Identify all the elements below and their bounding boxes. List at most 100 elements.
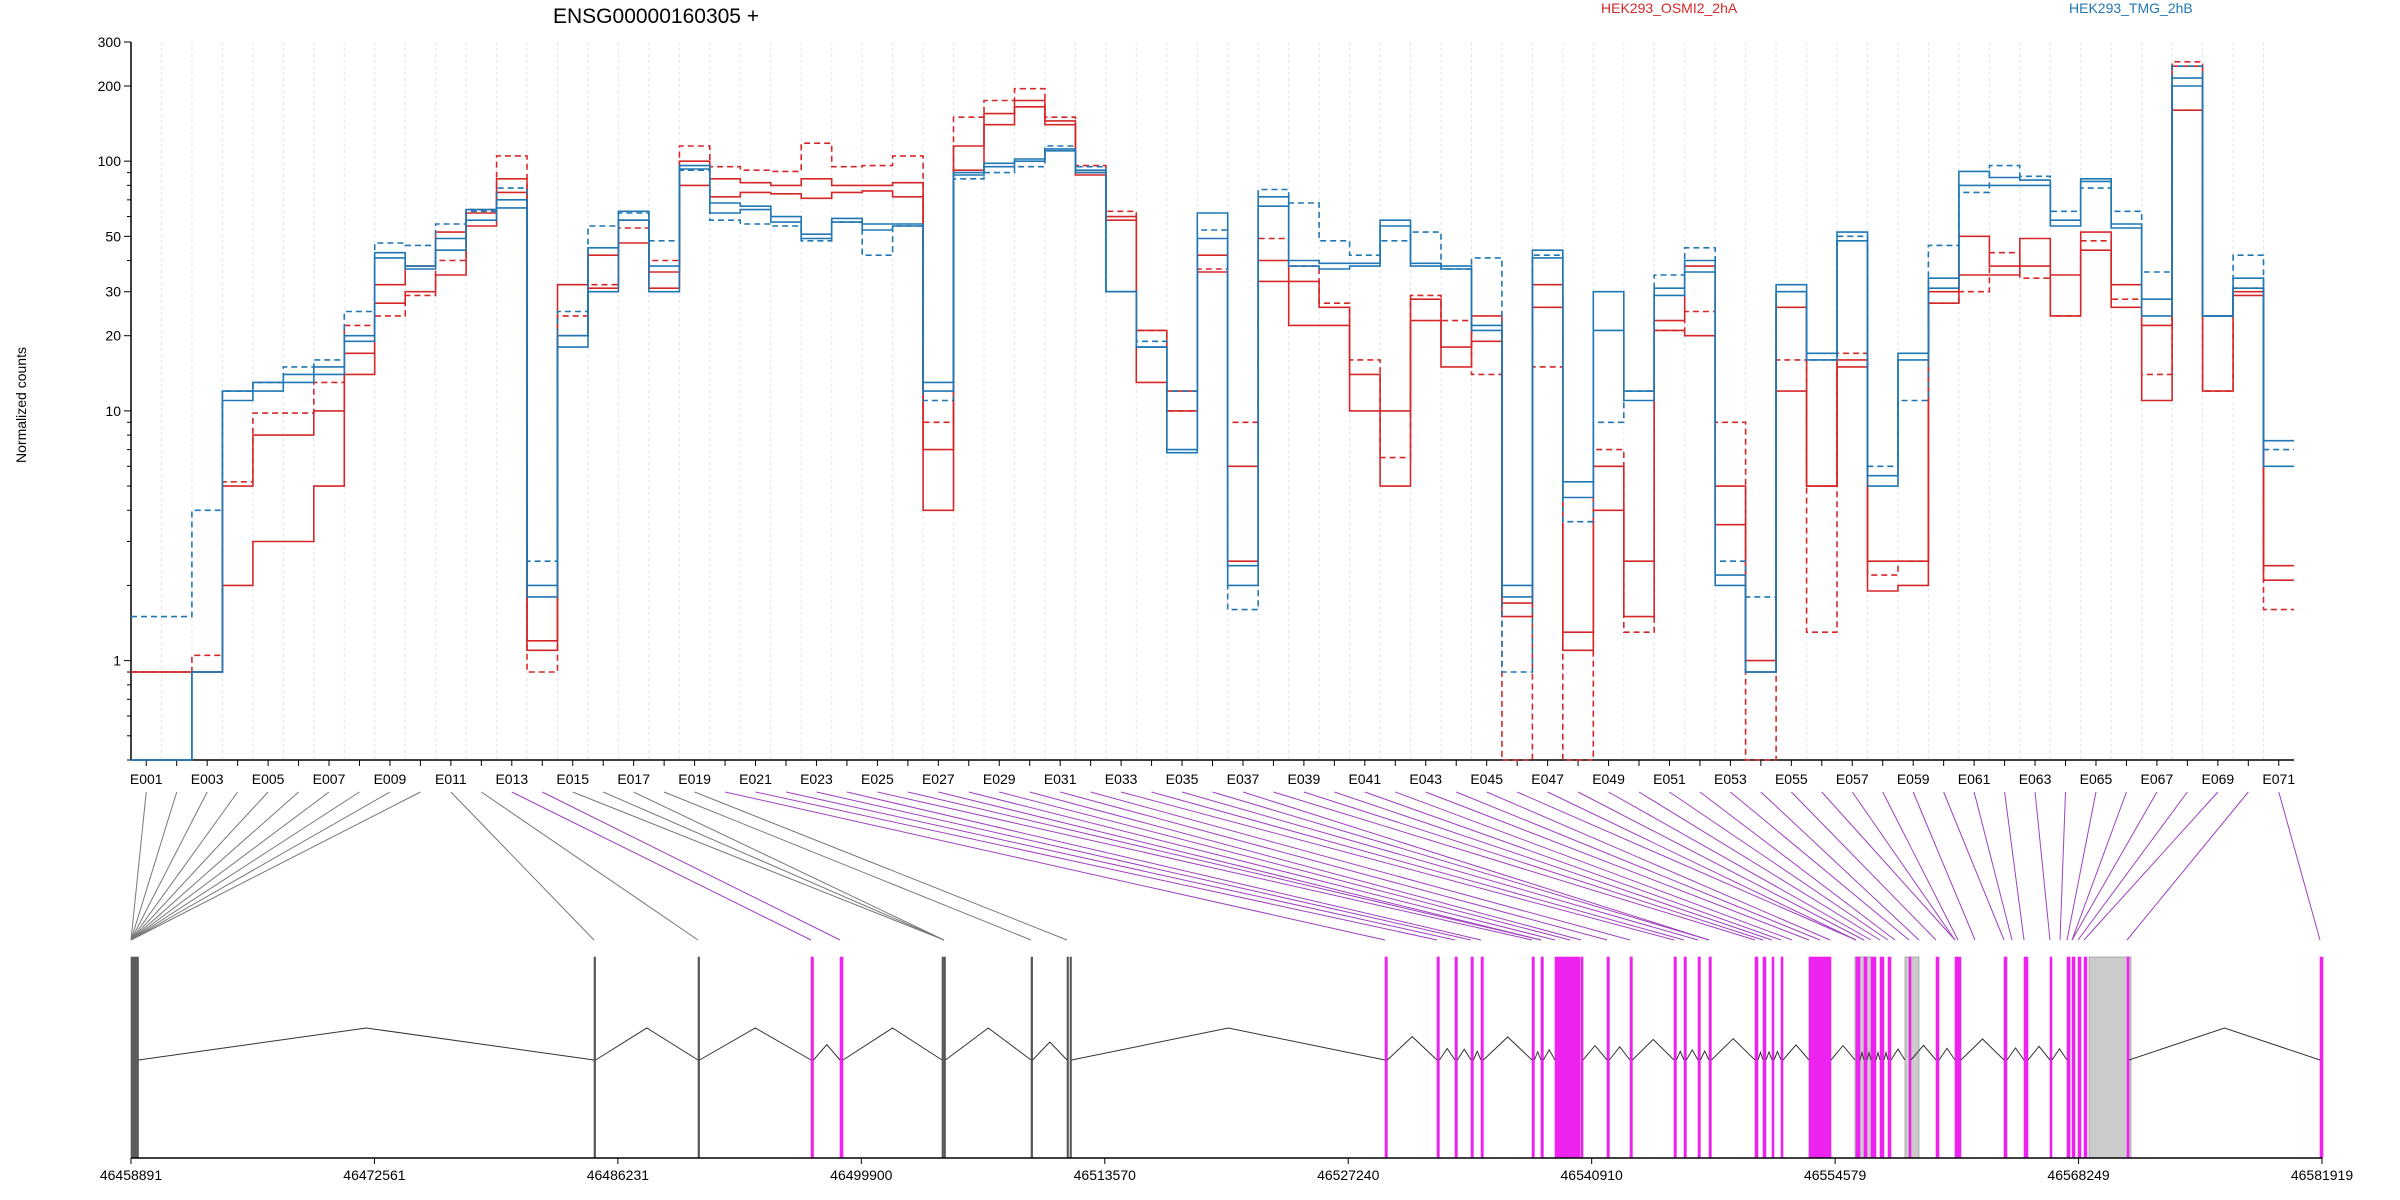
x-tick-label: E005 xyxy=(252,771,285,787)
x-tick-label: E045 xyxy=(1470,771,1503,787)
exon-block xyxy=(1957,956,1962,1159)
exon-connector xyxy=(130,791,147,941)
x-tick-label: E017 xyxy=(617,771,650,787)
exon-block xyxy=(593,956,596,1159)
y-tick-label: 50 xyxy=(105,228,121,244)
exon-block xyxy=(1030,956,1033,1159)
exon-connector xyxy=(1608,791,1872,941)
x-tick-label: E047 xyxy=(1531,771,1564,787)
exon-connector xyxy=(130,791,299,941)
x-tick-label: E069 xyxy=(2201,771,2234,787)
x-tick-label: E055 xyxy=(1775,771,1808,787)
genomic-tick-label: 46458891 xyxy=(100,1167,163,1183)
genomic-tick-label: 46499900 xyxy=(830,1167,893,1183)
genomic-tick-label: 46472561 xyxy=(343,1167,406,1183)
exon-block xyxy=(1908,956,1912,1159)
series-line xyxy=(131,85,2294,761)
series-line xyxy=(131,61,2294,761)
exon-connector xyxy=(633,791,945,941)
exon-connector xyxy=(572,791,945,941)
exon-connector xyxy=(1851,791,1956,941)
exon-connector xyxy=(1273,791,1756,941)
exon-connector xyxy=(542,791,841,941)
exon-block xyxy=(1580,956,1584,1159)
x-tick-label: E043 xyxy=(1409,771,1442,787)
exon-block xyxy=(2083,956,2088,1159)
x-tick-label: E027 xyxy=(922,771,955,787)
x-tick-label: E063 xyxy=(2019,771,2052,787)
genomic-tick-label: 46527240 xyxy=(1317,1167,1380,1183)
exon-connector xyxy=(2083,791,2219,941)
exon-block xyxy=(1863,956,1868,1159)
exon-connector xyxy=(1120,791,1675,941)
exon-connector xyxy=(1486,791,1831,941)
exon-connector xyxy=(2066,791,2097,941)
x-tick-label: E009 xyxy=(374,771,407,787)
x-tick-label: E007 xyxy=(313,771,346,787)
x-tick-label: E059 xyxy=(1897,771,1930,787)
exon-connector xyxy=(2071,791,2158,941)
exon-connector xyxy=(130,791,269,941)
exon-connector xyxy=(130,791,208,941)
exon-connector xyxy=(1912,791,1976,941)
x-tick-label: E039 xyxy=(1288,771,1321,787)
exon-connector xyxy=(1973,791,2013,941)
exon-block xyxy=(810,956,814,1159)
exon-connector xyxy=(1242,791,1710,941)
exon-block xyxy=(1935,956,1940,1159)
intron-lines xyxy=(138,1027,2321,1061)
genomic-tick-label: 46486231 xyxy=(587,1167,650,1183)
x-tick-label: E013 xyxy=(495,771,528,787)
exon-connector xyxy=(694,791,1068,941)
exon-block xyxy=(697,956,700,1159)
exon-block xyxy=(2077,956,2082,1159)
y-tick-label: 20 xyxy=(105,328,121,344)
y-tick-label: 100 xyxy=(98,153,122,169)
exon-block xyxy=(1673,956,1677,1159)
exon-block xyxy=(2066,956,2071,1159)
exon-connector xyxy=(1151,791,1685,941)
exon-connector xyxy=(1334,791,1773,941)
genomic-axis: 46458891 46472561 46486231 46499900 46513570… xyxy=(100,1157,2353,1183)
exon-connector xyxy=(1029,791,1582,941)
exon-connector xyxy=(1060,791,1608,941)
exon-connector xyxy=(1943,791,2005,941)
exon-block xyxy=(1470,956,1474,1159)
exon-connector xyxy=(2077,791,2188,941)
x-tick-label: E031 xyxy=(1044,771,1077,787)
exon-block xyxy=(1554,956,1581,1159)
exon-connector xyxy=(1790,791,1937,941)
exon-block xyxy=(1808,956,1832,1159)
exon-connector xyxy=(2004,791,2025,941)
exon-connector xyxy=(785,791,1456,941)
exon-axis: E001 E003 E005 E007 E009 E011 E013 E015 E017 E019… xyxy=(130,759,2295,787)
exon-connector xyxy=(2126,791,2249,941)
x-tick-label: E067 xyxy=(2141,771,2174,787)
x-tick-label: E049 xyxy=(1592,771,1625,787)
exon-block xyxy=(2088,956,2132,1159)
exon-block xyxy=(1708,956,1712,1159)
y-axis: 1 10 20 30 50 100 200 300 xyxy=(98,34,132,761)
exon-block xyxy=(941,956,944,1159)
exon-connector xyxy=(1303,791,1764,941)
exon-connector xyxy=(130,791,391,941)
x-tick-label: E051 xyxy=(1653,771,1686,787)
x-tick-label: E057 xyxy=(1836,771,1869,787)
series-line xyxy=(131,77,2294,761)
exon-block xyxy=(132,956,135,1159)
exon-connector xyxy=(938,791,1542,941)
series-line xyxy=(131,65,2294,673)
exon-connector xyxy=(130,791,421,941)
exon-connectors xyxy=(130,791,2321,941)
exon-connector xyxy=(968,791,1556,941)
exon-connector xyxy=(2278,791,2321,941)
exon-connector xyxy=(1882,791,1959,941)
series-line xyxy=(131,65,2294,673)
exon-connector xyxy=(1181,791,1699,941)
exon-block xyxy=(1606,956,1610,1159)
exon-block xyxy=(1771,956,1775,1159)
x-tick-label: E033 xyxy=(1105,771,1138,787)
x-tick-label: E035 xyxy=(1166,771,1199,787)
exon-connector xyxy=(1395,791,1793,941)
x-tick-label: E019 xyxy=(678,771,711,787)
